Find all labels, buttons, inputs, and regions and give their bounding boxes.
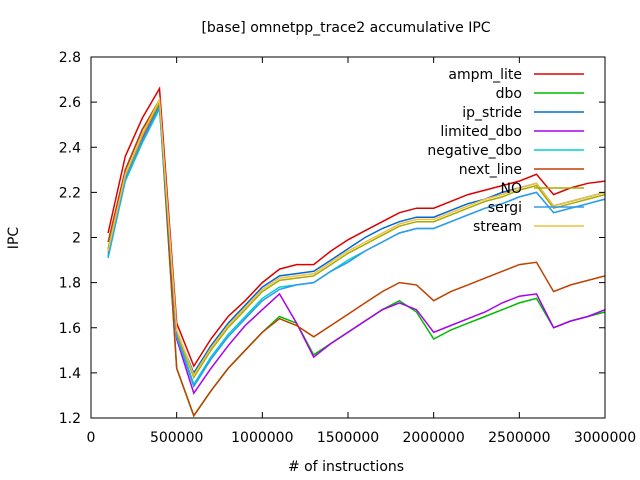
- legend-label-sergi: sergi: [488, 200, 522, 216]
- y-tick-label: 1.4: [59, 366, 81, 382]
- series-line-sergi: [107, 103, 606, 389]
- y-tick-label: 2.6: [59, 95, 81, 111]
- legend-label-dbo: dbo: [496, 86, 522, 102]
- series-line-next-line: [107, 97, 606, 418]
- y-tick-label: 1.2: [59, 411, 81, 427]
- series-line-no: [107, 99, 606, 380]
- legend-label-next-line: next_line: [459, 162, 522, 178]
- x-tick-label: 500000: [150, 430, 203, 446]
- series-line-dbo: [107, 101, 606, 418]
- legend-label-ip-stride: ip_stride: [462, 105, 522, 121]
- legend-label-no: NO: [501, 181, 523, 197]
- x-tick-label: 2000000: [402, 430, 464, 446]
- y-tick-label: 1.6: [59, 321, 81, 337]
- series-layer: [107, 86, 606, 418]
- series-line-ampm-lite: [107, 86, 606, 368]
- y-axis-label: IPC: [6, 227, 22, 250]
- x-tick-label: 1500000: [317, 430, 379, 446]
- y-tick-label: 2: [72, 231, 81, 247]
- legend-label-ampm-lite: ampm_lite: [448, 67, 522, 83]
- x-tick-label: 3000000: [574, 430, 636, 446]
- x-tick-label: 0: [87, 430, 96, 446]
- x-tick-label: 1000000: [231, 430, 293, 446]
- chart-title: [base] omnetpp_trace2 accumulative IPC: [201, 20, 490, 36]
- legend-label-negative-dbo: negative_dbo: [427, 143, 522, 159]
- y-tick-label: 2.2: [59, 185, 81, 201]
- series-line-ip-stride: [107, 99, 606, 375]
- x-tick-label: 2500000: [488, 430, 550, 446]
- legend-label-limited-dbo: limited_dbo: [440, 124, 522, 140]
- series-line-stream: [107, 97, 606, 377]
- y-axis-ticks: 1.2 1.4 1.6 1.8 2 2.2 2.4 2.6 2.8: [59, 50, 605, 427]
- x-axis-ticks: 0 500000 1000000 1500000 2000000 2500000 30000…: [87, 57, 636, 446]
- y-tick-label: 1.8: [59, 276, 81, 292]
- series-line-limited-dbo: [107, 103, 606, 395]
- y-tick-label: 2.4: [59, 140, 81, 156]
- legend-label-stream: stream: [473, 219, 522, 235]
- x-axis-label: # of instructions: [288, 459, 404, 475]
- y-tick-label: 2.8: [59, 50, 81, 66]
